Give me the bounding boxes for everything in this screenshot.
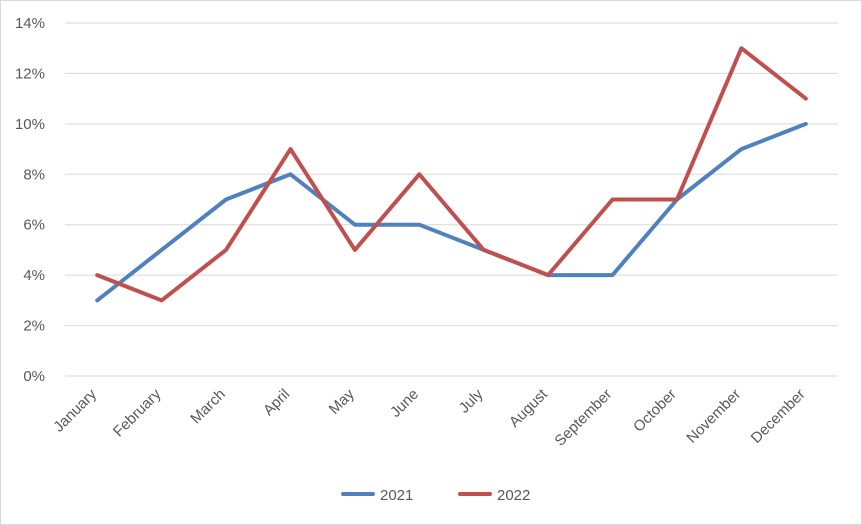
x-tick-label: March — [187, 386, 228, 427]
series-line-2021 — [95, 121, 808, 303]
gridlines — [65, 22, 838, 377]
x-tick-label: May — [326, 385, 358, 417]
x-tick-label: July — [456, 385, 487, 416]
x-tick-label: October — [630, 386, 680, 436]
x-tick-label: April — [260, 386, 293, 419]
x-tick-label: December — [748, 386, 809, 447]
y-tick-label: 12% — [15, 65, 45, 82]
y-tick-label: 14% — [15, 15, 45, 32]
legend-label-2021: 2021 — [380, 487, 413, 504]
y-tick-label: 10% — [15, 116, 45, 133]
y-tick-label: 0% — [23, 368, 45, 385]
x-tick-label: November — [683, 386, 744, 447]
x-axis-tick-labels: January February March April May June July Augu… — [50, 385, 808, 449]
y-tick-label: 6% — [23, 217, 45, 234]
y-axis-tick-labels: 0% 2% 4% 6% 8% 10% 12% 14% — [15, 15, 45, 385]
series-line-2022 — [95, 46, 808, 303]
x-tick-label: June — [387, 386, 422, 421]
legend: 2021 2022 — [341, 487, 530, 504]
legend-label-2022: 2022 — [497, 487, 530, 504]
x-tick-label: January — [50, 385, 100, 435]
x-tick-label: September — [551, 386, 615, 450]
series-lines — [95, 46, 808, 303]
y-tick-label: 2% — [23, 318, 45, 335]
y-tick-label: 8% — [23, 166, 45, 183]
x-tick-label: August — [506, 385, 552, 431]
y-tick-label: 4% — [23, 267, 45, 284]
x-tick-label: February — [110, 385, 165, 440]
